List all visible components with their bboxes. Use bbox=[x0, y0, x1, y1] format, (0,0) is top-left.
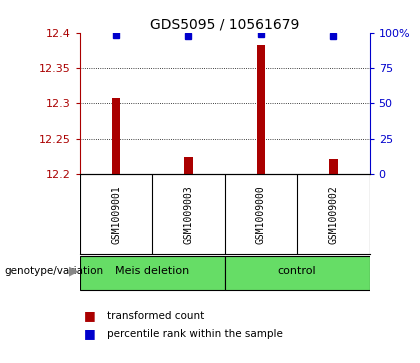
Bar bbox=[225, 256, 370, 290]
Text: ■: ■ bbox=[84, 309, 96, 322]
Bar bbox=[184, 156, 193, 174]
Bar bbox=[112, 98, 121, 174]
Text: Meis deletion: Meis deletion bbox=[115, 266, 189, 276]
Bar bbox=[257, 45, 265, 174]
Text: percentile rank within the sample: percentile rank within the sample bbox=[107, 329, 283, 339]
Text: GSM1009002: GSM1009002 bbox=[328, 185, 339, 244]
Bar bbox=[329, 159, 338, 174]
Text: GSM1009003: GSM1009003 bbox=[184, 185, 194, 244]
Text: GSM1009001: GSM1009001 bbox=[111, 185, 121, 244]
Title: GDS5095 / 10561679: GDS5095 / 10561679 bbox=[150, 17, 299, 32]
Bar bbox=[80, 256, 225, 290]
Text: transformed count: transformed count bbox=[107, 311, 205, 321]
Text: control: control bbox=[278, 266, 316, 276]
Text: genotype/variation: genotype/variation bbox=[4, 266, 103, 276]
Text: GSM1009000: GSM1009000 bbox=[256, 185, 266, 244]
Text: ▶: ▶ bbox=[69, 265, 79, 278]
Text: ■: ■ bbox=[84, 327, 96, 340]
